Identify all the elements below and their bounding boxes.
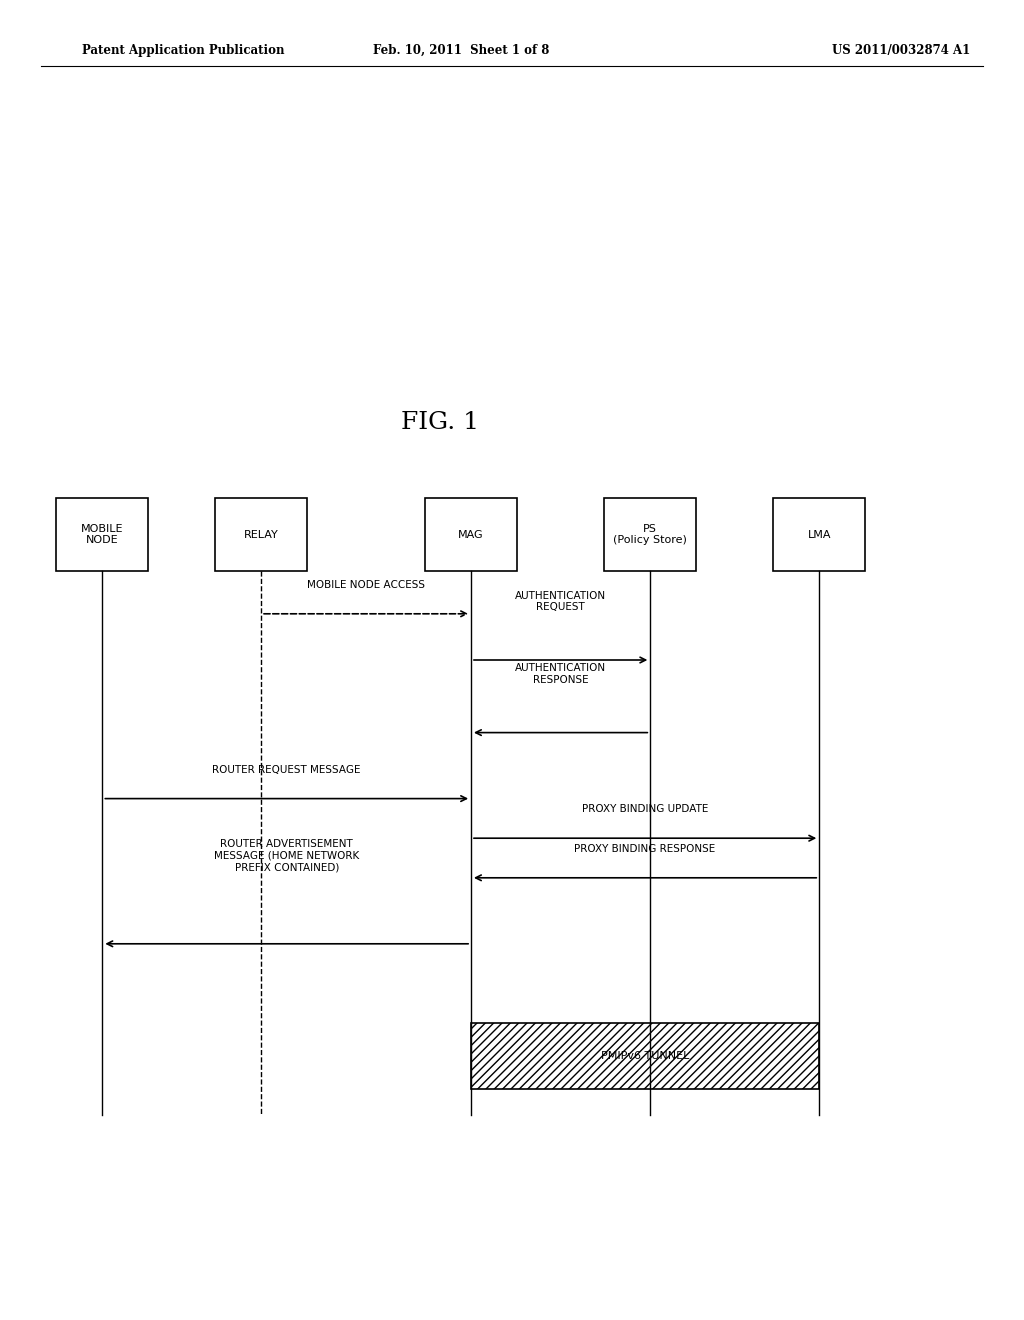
Bar bbox=[56, 498, 148, 570]
Bar bbox=[425, 498, 517, 570]
Bar bbox=[215, 498, 307, 570]
Text: MAG: MAG bbox=[458, 529, 484, 540]
Text: AUTHENTICATION
RESPONSE: AUTHENTICATION RESPONSE bbox=[515, 664, 606, 685]
Text: ROUTER REQUEST MESSAGE: ROUTER REQUEST MESSAGE bbox=[212, 764, 361, 775]
Text: US 2011/0032874 A1: US 2011/0032874 A1 bbox=[831, 44, 971, 57]
Bar bbox=[604, 498, 696, 570]
Text: FIG. 1: FIG. 1 bbox=[401, 411, 479, 434]
Text: PROXY BINDING RESPONSE: PROXY BINDING RESPONSE bbox=[574, 843, 716, 854]
Text: AUTHENTICATION
REQUEST: AUTHENTICATION REQUEST bbox=[515, 591, 606, 612]
Text: Feb. 10, 2011  Sheet 1 of 8: Feb. 10, 2011 Sheet 1 of 8 bbox=[373, 44, 549, 57]
Bar bbox=[773, 498, 865, 570]
Bar bbox=[471, 1023, 819, 1089]
Text: PROXY BINDING UPDATE: PROXY BINDING UPDATE bbox=[582, 804, 709, 814]
Text: Patent Application Publication: Patent Application Publication bbox=[82, 44, 285, 57]
Text: LMA: LMA bbox=[808, 529, 830, 540]
Text: RELAY: RELAY bbox=[244, 529, 279, 540]
Text: ROUTER ADVERTISEMENT
MESSAGE (HOME NETWORK
PREFIX CONTAINED): ROUTER ADVERTISEMENT MESSAGE (HOME NETWO… bbox=[214, 840, 359, 873]
Text: PMIPv6 TUNNEL: PMIPv6 TUNNEL bbox=[601, 1051, 689, 1061]
Text: MOBILE
NODE: MOBILE NODE bbox=[81, 524, 124, 545]
Text: PS
(Policy Store): PS (Policy Store) bbox=[613, 524, 687, 545]
Text: MOBILE NODE ACCESS: MOBILE NODE ACCESS bbox=[307, 579, 425, 590]
